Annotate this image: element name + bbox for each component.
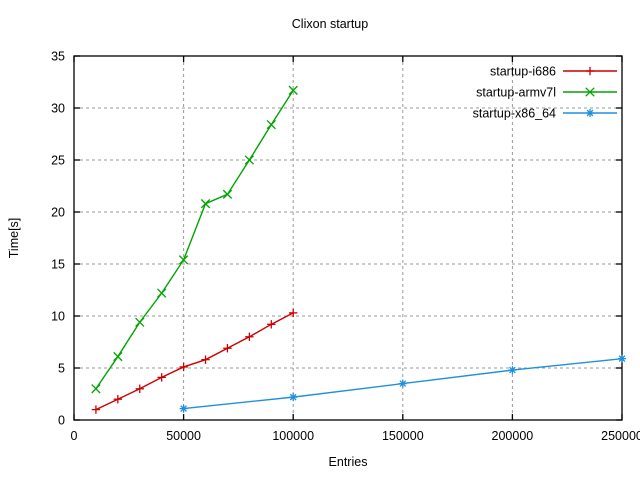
data-point — [267, 320, 276, 329]
marker-stroke — [157, 288, 167, 298]
marker-stroke — [135, 317, 145, 327]
data-point — [179, 404, 188, 413]
marker-stroke — [113, 351, 123, 362]
plot-frame — [73, 55, 623, 421]
x-tick-label: 200000 — [492, 429, 534, 443]
legend-label-startup-i686[interactable]: startup-i686 — [490, 65, 556, 79]
data-point — [91, 405, 101, 414]
x-tick-label: 50000 — [166, 429, 201, 443]
data-point — [179, 362, 188, 372]
data-point — [157, 373, 166, 382]
marker-stroke — [288, 85, 298, 95]
legend: startup-i686 startup-armv7l startup-x86_64 — [473, 65, 617, 121]
y-tick-label: 0 — [58, 414, 65, 428]
marker-stroke — [178, 255, 189, 265]
data-point — [113, 351, 123, 362]
data-point — [222, 189, 233, 199]
series-line-startup-armv7l — [95, 89, 294, 390]
marker-stroke — [618, 355, 626, 362]
x-tick-label: 250000 — [601, 429, 640, 443]
x-tick-label: 0 — [71, 429, 78, 443]
y-tick-label: 5 — [58, 362, 65, 376]
data-point — [618, 354, 626, 363]
legend-marker-startup-i686 — [585, 66, 595, 76]
y-tick-label: 35 — [51, 50, 65, 64]
marker-stroke — [399, 380, 407, 387]
x-axis-label: Entries — [329, 455, 368, 469]
legend-label-startup-armv7l[interactable]: startup-armv7l — [476, 86, 556, 100]
marker-stroke — [91, 384, 101, 394]
data-point — [288, 85, 298, 95]
series-startup-x86_64 — [179, 354, 626, 413]
data-point — [135, 384, 144, 393]
series-line-startup-i686 — [95, 312, 294, 411]
data-point — [135, 317, 145, 327]
marker-stroke — [222, 189, 233, 199]
series-startup-i686 — [91, 308, 298, 414]
data-point — [157, 288, 167, 298]
data-point — [201, 355, 210, 364]
legend-marker-startup-x86_64 — [586, 109, 594, 117]
x-tick-label: 150000 — [382, 429, 424, 443]
marker-stroke — [244, 155, 255, 165]
data-point — [200, 199, 211, 209]
data-point — [266, 119, 276, 130]
y-tick-label: 25 — [51, 154, 65, 168]
gridlines — [74, 56, 622, 420]
series-startup-armv7l — [91, 85, 298, 394]
axis-ticks: 0 5 10 15 20 25 30 35 0 50000 100000 150000 200000 25… — [51, 50, 640, 444]
data-point — [245, 332, 254, 341]
marker-stroke — [266, 119, 276, 130]
marker-stroke — [180, 405, 187, 412]
data-point — [244, 155, 255, 165]
data-point — [91, 384, 101, 394]
data-point — [289, 393, 298, 402]
legend-label-startup-x86_64[interactable]: startup-x86_64 — [473, 107, 556, 121]
y-axis-label: Time[s] — [7, 218, 21, 259]
data-point — [289, 308, 298, 318]
y-tick-label: 15 — [51, 258, 65, 272]
data-point — [508, 366, 517, 375]
y-tick-label: 30 — [51, 102, 65, 116]
marker-stroke — [585, 87, 595, 97]
marker-stroke — [289, 393, 297, 401]
marker-stroke — [509, 366, 516, 374]
data-point — [178, 255, 189, 265]
data-point — [398, 379, 407, 388]
data-point — [223, 344, 232, 353]
y-tick-label: 10 — [51, 310, 65, 324]
y-tick-label: 20 — [51, 206, 65, 220]
legend-marker-startup-armv7l — [585, 87, 595, 97]
marker-stroke — [200, 199, 211, 209]
chart-title: Clixon startup — [292, 17, 368, 31]
x-tick-label: 100000 — [272, 429, 314, 443]
data-point — [113, 395, 123, 404]
marker-stroke — [586, 109, 594, 117]
